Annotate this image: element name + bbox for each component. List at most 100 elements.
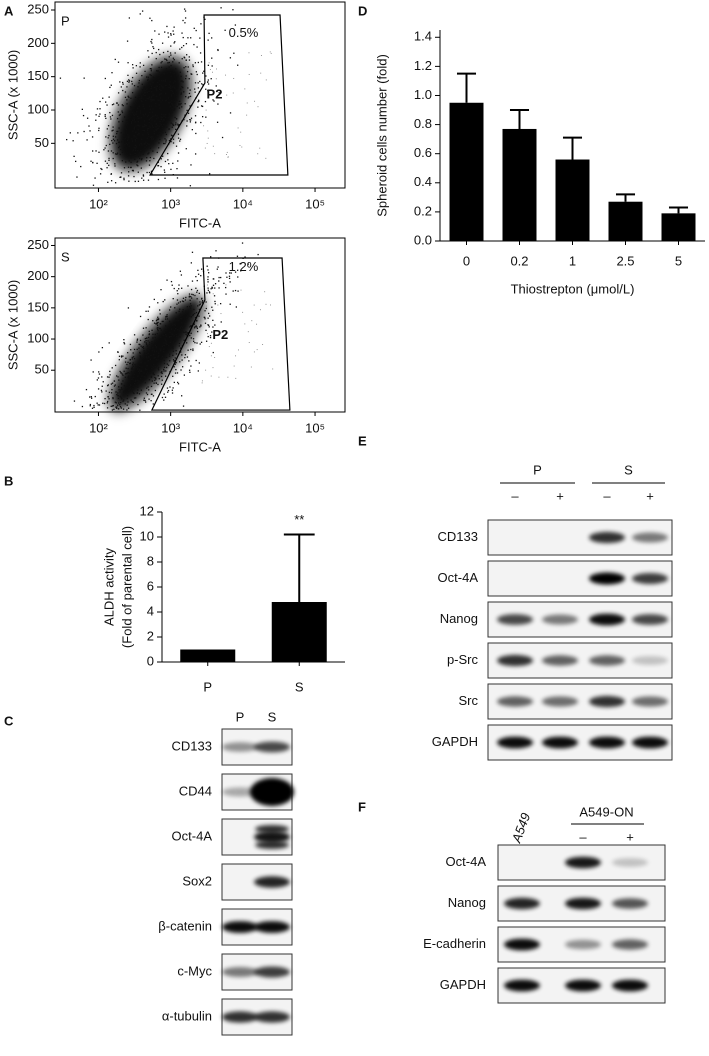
- cell-event: [259, 309, 261, 311]
- cell-event: [113, 140, 116, 142]
- cell-event: [205, 75, 207, 77]
- cell-event: [192, 348, 194, 350]
- cell-event: [166, 25, 168, 28]
- y-tick-label: 200: [27, 35, 49, 50]
- cell-event: [181, 326, 184, 329]
- cell-event: [204, 316, 206, 319]
- cell-event: [178, 284, 180, 286]
- cell-event: [242, 311, 244, 313]
- cell-event: [109, 374, 111, 376]
- cell-event: [204, 147, 206, 149]
- cell-event: [164, 177, 166, 179]
- cell-event: [152, 320, 154, 322]
- y-tick-label: 0.4: [414, 174, 432, 189]
- cell-event: [175, 68, 177, 70]
- cell-event: [128, 111, 131, 113]
- cell-event: [152, 372, 155, 374]
- cell-event: [162, 320, 164, 323]
- cell-event: [139, 365, 141, 368]
- cell-event: [173, 360, 175, 362]
- cell-event: [146, 157, 148, 159]
- cell-event: [143, 85, 146, 88]
- cell-event: [244, 88, 246, 90]
- cell-event: [120, 86, 122, 88]
- cell-event: [171, 345, 173, 348]
- lane-label: S: [268, 709, 277, 724]
- cell-event: [144, 94, 146, 97]
- cell-event: [140, 95, 142, 97]
- cell-event: [178, 316, 180, 318]
- cell-event: [166, 318, 169, 320]
- cell-event: [149, 74, 151, 76]
- cell-event: [118, 386, 120, 388]
- cell-event: [125, 367, 127, 369]
- cell-event: [207, 269, 209, 271]
- x-tick-label: 1: [569, 253, 576, 268]
- cell-event: [157, 368, 159, 370]
- cell-event: [155, 123, 157, 126]
- cell-event: [172, 30, 174, 32]
- cell-event: [181, 46, 183, 49]
- blot-band: [254, 876, 290, 888]
- cell-event: [124, 96, 127, 99]
- cell-event: [125, 119, 128, 121]
- cell-event: [142, 114, 144, 116]
- cell-event: [104, 160, 107, 162]
- cell-event: [121, 373, 123, 375]
- cell-event: [121, 111, 124, 114]
- cell-event: [203, 125, 205, 127]
- cell-event: [139, 352, 141, 354]
- cell-event: [153, 357, 156, 359]
- cell-event: [164, 171, 166, 173]
- blot-row-label: Oct-4A: [172, 828, 213, 843]
- cell-event: [233, 52, 235, 54]
- cell-event: [176, 381, 179, 384]
- cell-event: [106, 384, 109, 387]
- cell-event: [189, 121, 192, 123]
- cell-event: [138, 380, 140, 382]
- cell-event: [186, 356, 189, 358]
- cell-event: [157, 99, 159, 101]
- cell-event: [131, 390, 133, 392]
- cell-event: [200, 121, 202, 124]
- cell-event: [135, 111, 138, 113]
- cell-event: [146, 129, 149, 131]
- cell-event: [152, 142, 155, 145]
- cell-event: [157, 316, 159, 318]
- cell-event: [121, 151, 123, 154]
- cell-event: [148, 349, 150, 352]
- cell-event: [144, 146, 146, 148]
- cell-event: [145, 401, 147, 403]
- cell-event: [155, 358, 157, 361]
- cell-event: [142, 104, 144, 106]
- cell-event: [127, 361, 129, 363]
- cell-event: [114, 401, 117, 403]
- cell-event: [81, 108, 83, 110]
- cell-event: [150, 105, 152, 107]
- cell-event: [244, 323, 246, 325]
- cell-event: [174, 86, 176, 89]
- cell-event: [157, 147, 160, 149]
- cell-event: [128, 142, 130, 144]
- cell-event: [211, 286, 213, 288]
- cell-event: [118, 146, 120, 149]
- cell-event: [212, 309, 214, 311]
- cell-event: [187, 112, 190, 114]
- cell-event: [162, 72, 165, 75]
- cell-event: [146, 365, 148, 367]
- cell-event: [148, 98, 150, 100]
- cell-event: [150, 393, 153, 395]
- cell-event: [171, 389, 174, 391]
- cell-event: [159, 86, 161, 88]
- cell-event: [176, 94, 178, 97]
- cell-event: [161, 61, 163, 63]
- cell-event: [131, 378, 133, 381]
- cell-event: [115, 102, 118, 104]
- cell-event: [122, 374, 124, 376]
- cell-event: [157, 318, 160, 321]
- cell-event: [240, 131, 242, 133]
- cell-event: [172, 86, 174, 88]
- cell-event: [188, 92, 191, 95]
- cell-event: [121, 388, 123, 390]
- cell-event: [167, 345, 170, 347]
